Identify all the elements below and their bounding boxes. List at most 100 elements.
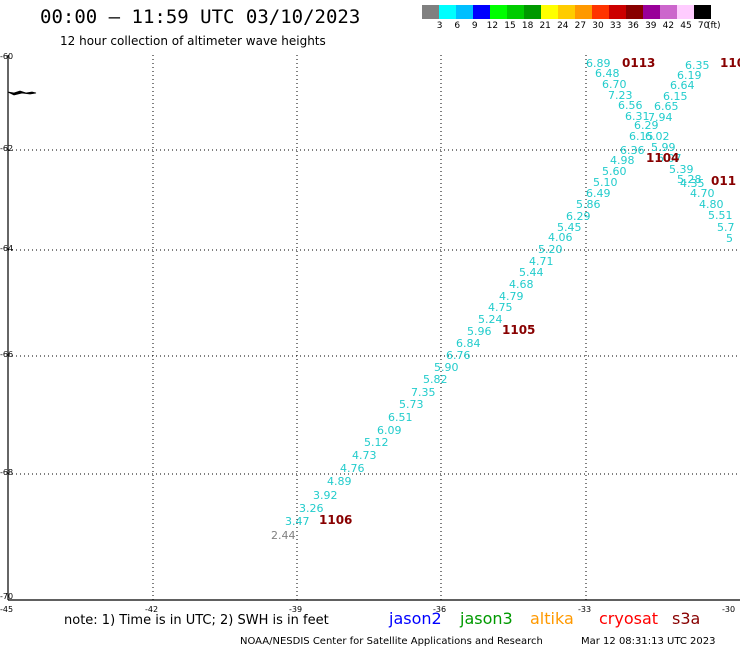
longitude-tick-label: -45 — [0, 605, 14, 614]
wave-height-label: 5.90 — [434, 361, 459, 374]
page-title: 00:00 — 11:59 UTC 03/10/2023 — [40, 6, 361, 28]
page-subtitle: 12 hour collection of altimeter wave hei… — [60, 34, 326, 48]
legend-label: 21 — [539, 21, 551, 31]
legend-unit: (ft) — [707, 21, 721, 31]
legend-label: 42 — [662, 21, 675, 31]
pass-id-label: 1106 — [319, 513, 353, 527]
wave-height-label: 4.73 — [352, 449, 377, 462]
wave-height-label: 6.15 — [663, 90, 688, 103]
legend-swatch — [643, 5, 660, 19]
legend-swatch — [609, 5, 626, 19]
pass-id-label: 110 — [720, 56, 740, 70]
legend-label: 36 — [627, 21, 639, 31]
wave-height-label: 6.02 — [645, 130, 670, 143]
wave-height-label: 5.60 — [602, 165, 627, 178]
wave-height-label: 4.76 — [340, 462, 365, 475]
wave-height-label: 6.29 — [634, 119, 659, 132]
wave-height-label: 6.70 — [602, 78, 627, 91]
wave-height-label: 6.76 — [446, 349, 471, 362]
legend-swatch — [694, 5, 711, 19]
satellite-name: altika — [530, 609, 574, 628]
wave-height-label: 4.70 — [690, 187, 715, 200]
legend-label: 24 — [557, 21, 569, 31]
legend-label: 30 — [592, 21, 604, 31]
pass-id-label: 011 — [711, 174, 737, 188]
legend-swatch — [490, 5, 507, 19]
satellite-name: jason2 — [389, 609, 442, 628]
satellite-name: s3a — [672, 609, 701, 628]
latitude-tick-label: -64 — [0, 244, 14, 253]
legend-label: 9 — [471, 21, 478, 31]
satellite-name: cryosat — [599, 609, 659, 628]
legend-swatch — [558, 5, 575, 19]
pass-id-label: 0113 — [622, 56, 656, 70]
wave-height-label: 4.71 — [529, 255, 554, 268]
wave-height-label: 5 — [726, 232, 733, 245]
wave-height-label: 6.15 — [629, 130, 654, 143]
latitude-tick-label: -66 — [0, 350, 14, 359]
legend-swatch — [456, 5, 473, 19]
legend-swatch — [473, 5, 490, 19]
legend-label: 12 — [486, 21, 499, 31]
legend-swatch — [439, 5, 456, 19]
generated-time: Mar 12 08:31:13 UTC 2023 — [581, 636, 716, 647]
footer-note: note: 1) Time is in UTC; 2) SWH is in fe… — [64, 613, 329, 628]
wave-height-label: 6.07 — [657, 152, 682, 165]
wave-height-label: 4.06 — [548, 231, 573, 244]
island-outline — [7, 90, 37, 96]
legend-label: 39 — [645, 21, 657, 31]
wave-height-label: 6.29 — [566, 210, 591, 223]
legend-swatch — [507, 5, 524, 19]
wave-height-label: 3.26 — [299, 502, 324, 515]
satellite-name: jason3 — [460, 609, 513, 628]
legend-label: 15 — [504, 21, 516, 31]
wave-height-label: 5.10 — [593, 176, 618, 189]
legend-label: 70 — [697, 21, 710, 31]
legend-color-bar — [422, 5, 711, 19]
legend-label: 6 — [454, 21, 461, 31]
wave-height-label: 4.68 — [509, 278, 534, 291]
wave-height-label: 6.49 — [586, 187, 611, 200]
legend-swatch — [677, 5, 694, 19]
wave-height-label: 6.64 — [670, 79, 695, 92]
wave-height-label: 6.09 — [377, 424, 402, 437]
wave-height-label: 6.48 — [595, 67, 620, 80]
wave-height-label: 7.94 — [648, 111, 673, 124]
wave-height-label: 5.12 — [364, 436, 389, 449]
latitude-tick-label: -60 — [0, 52, 14, 61]
legend-labels: 3 6 9 12 15 18 21 24 27 30 33 36 39 42 45 70 (ft) — [422, 21, 740, 35]
longitude-tick-label: -30 — [722, 605, 736, 614]
wave-height-label: 3.47 — [285, 515, 310, 528]
legend-swatch — [541, 5, 558, 19]
legend-label: 33 — [609, 21, 622, 31]
legend-swatch — [660, 5, 677, 19]
wave-height-label: 6.51 — [388, 411, 413, 424]
legend-swatch — [592, 5, 609, 19]
wave-height-label: 5.44 — [519, 266, 544, 279]
wave-height-label: 6.35 — [685, 59, 710, 72]
legend-swatch — [422, 5, 439, 19]
wave-height-label: 4.35 — [680, 177, 705, 190]
latitude-tick-label: -62 — [0, 144, 14, 153]
legend-label: 3 — [436, 21, 443, 31]
wave-height-label: 6.56 — [618, 99, 643, 112]
wave-height-label: 5.86 — [576, 198, 601, 211]
wave-height-label: 6.36 — [620, 144, 645, 157]
wave-height-label: 6.19 — [677, 69, 702, 82]
wave-height-label: 5.24 — [478, 313, 503, 326]
wave-height-label: 4.75 — [488, 301, 513, 314]
wave-height-label: 4.80 — [699, 198, 724, 211]
pass-id-label: 1104 — [646, 151, 680, 165]
wave-height-label: 7.35 — [411, 386, 436, 399]
longitude-tick-label: -39 — [289, 605, 303, 614]
wave-height-label: 4.79 — [499, 290, 524, 303]
wave-height-label: 4.98 — [610, 154, 635, 167]
credit-line: NOAA/NESDIS Center for Satellite Applica… — [240, 636, 543, 647]
latitude-tick-label: -70 — [0, 592, 14, 601]
wave-height-label: 5.7 — [717, 221, 735, 234]
wave-height-label: 5.73 — [399, 398, 424, 411]
longitude-tick-label: -33 — [578, 605, 592, 614]
wave-height-label: 5.99 — [651, 141, 676, 154]
